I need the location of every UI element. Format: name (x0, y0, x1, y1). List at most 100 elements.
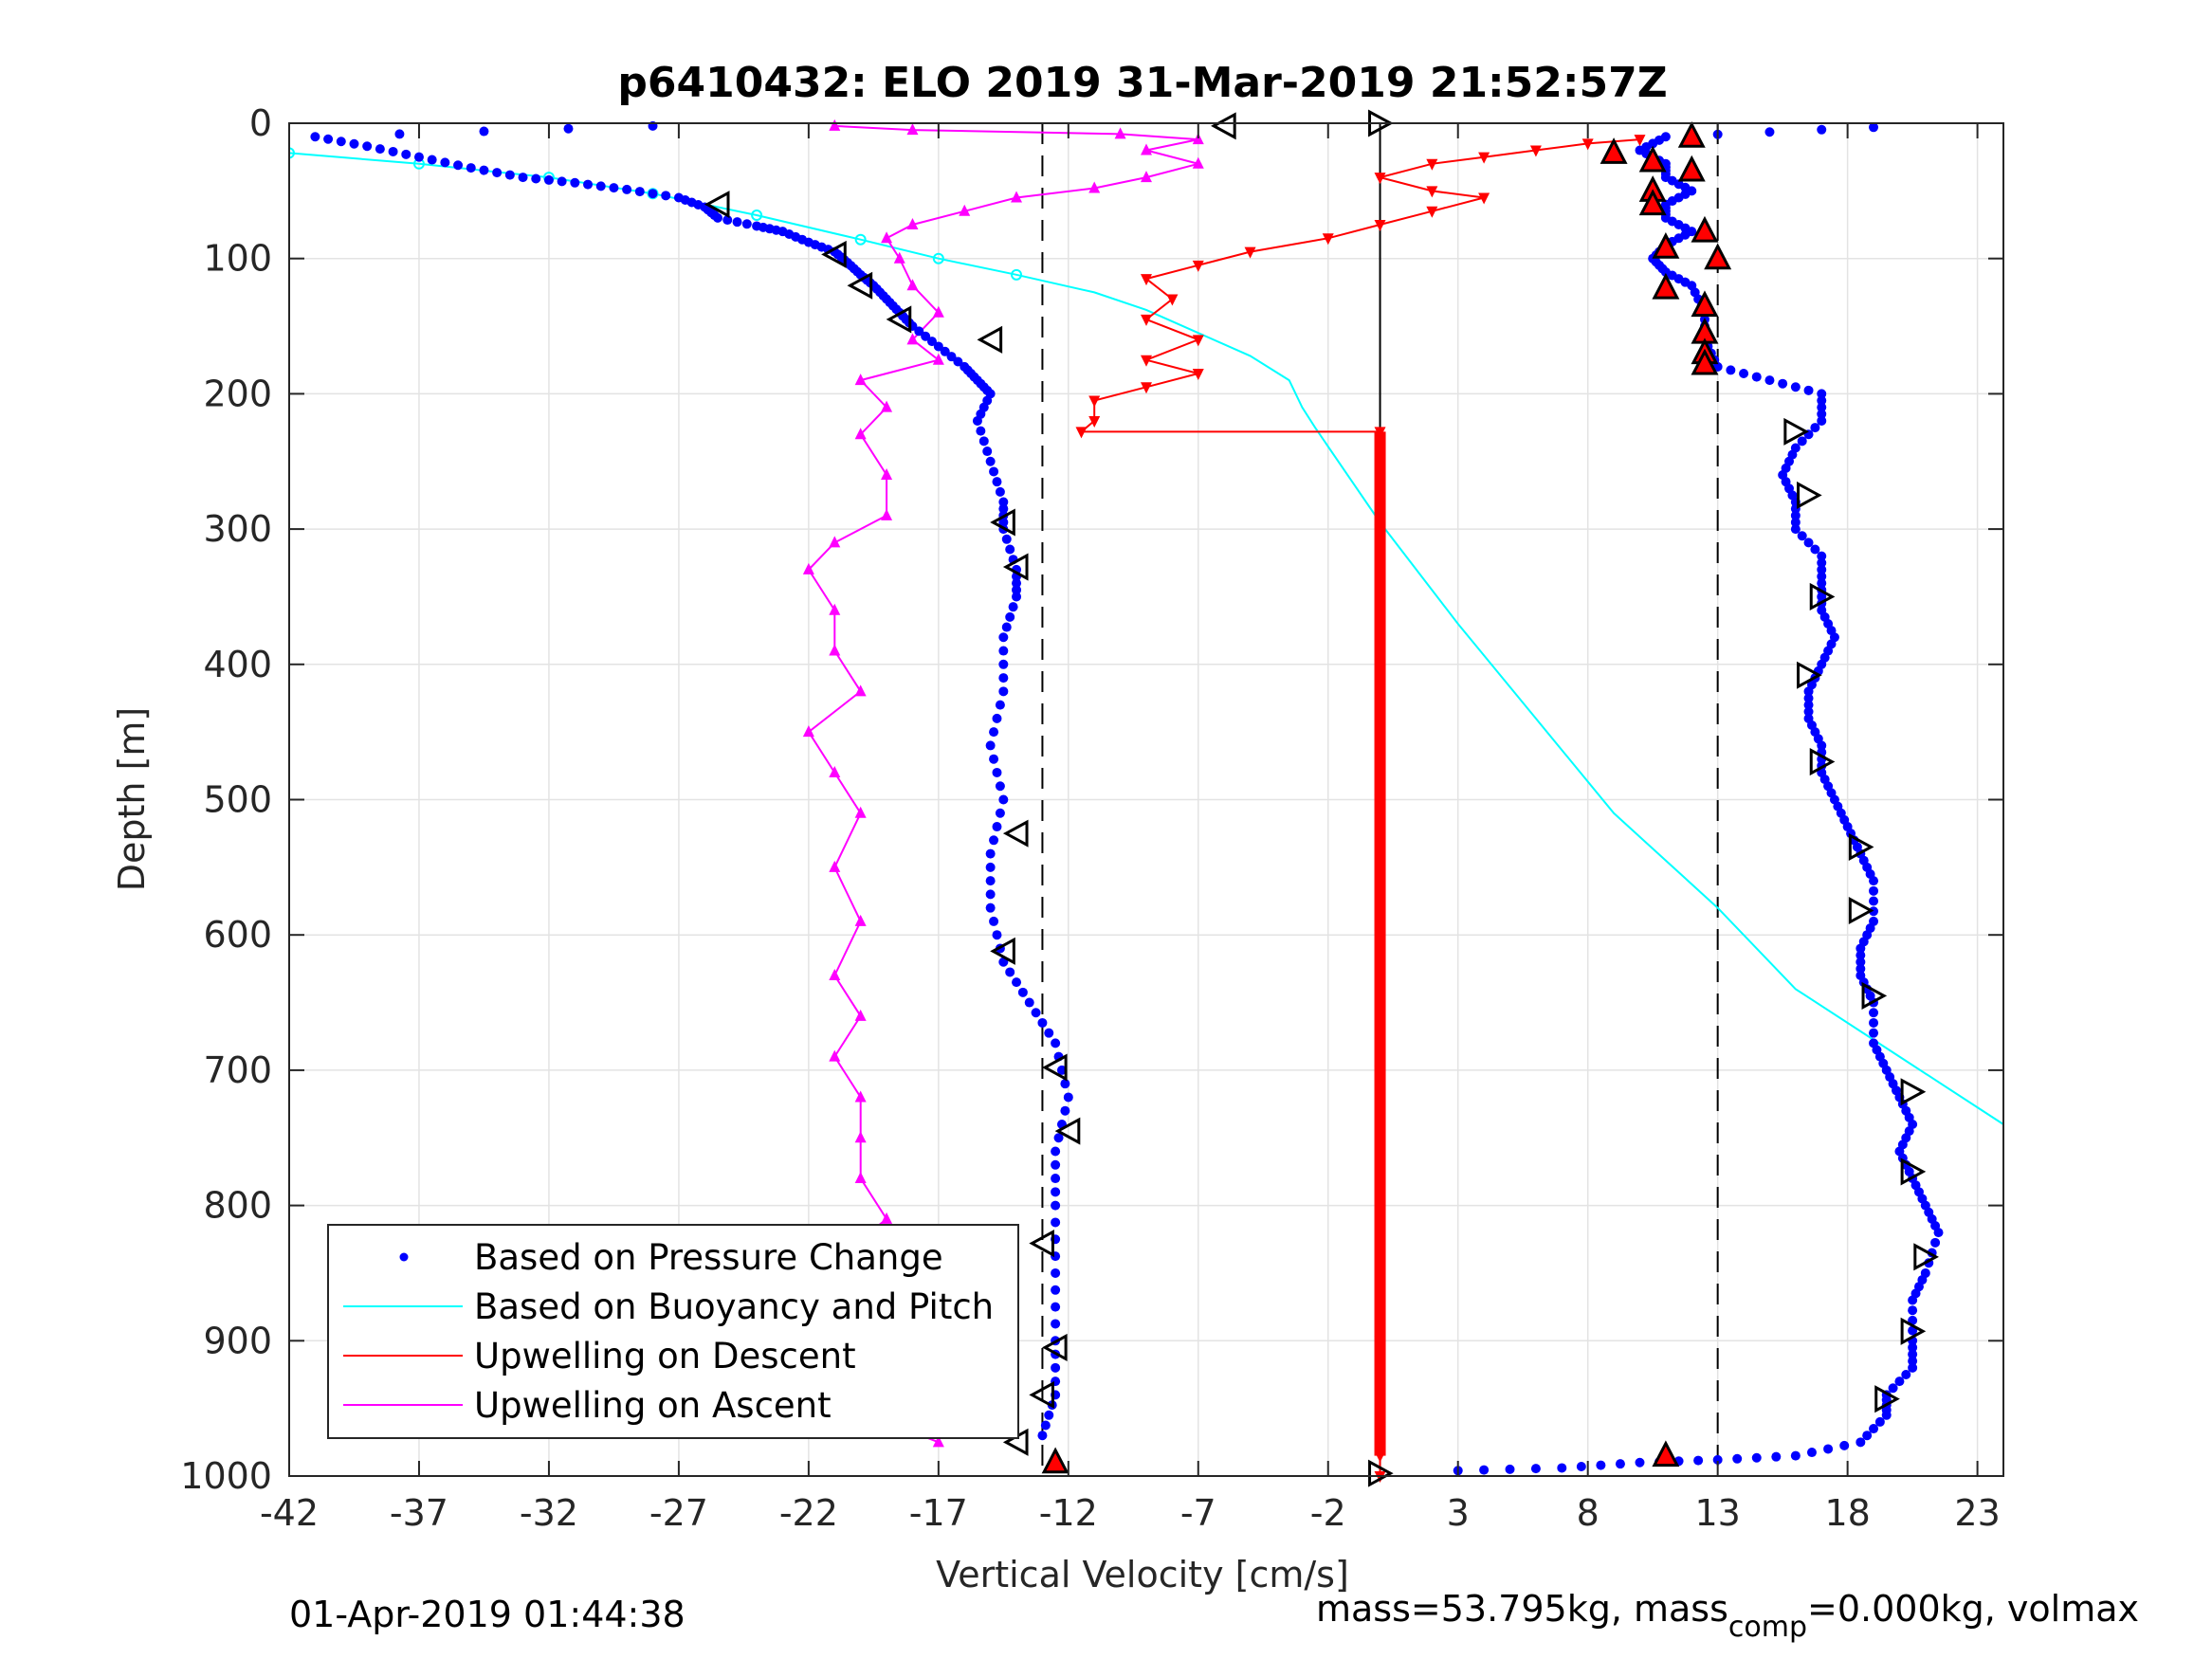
pressure-point (583, 179, 594, 190)
pressure-point (946, 352, 957, 362)
pressure-point (1051, 1038, 1061, 1048)
axis-ticks: -42 -37 -32 -27 -22 -17 -12 -7 -2 3 8 13 18 23 0 100 200… (180, 102, 2003, 1534)
upwelling-ascent-point (854, 1090, 867, 1103)
pressure-point (1874, 1416, 1885, 1427)
descent-marker (886, 305, 912, 334)
pressure-point (661, 191, 671, 201)
upwelling-ascent-point (854, 1009, 867, 1021)
pressure-point (336, 137, 346, 147)
pressure-point (998, 659, 1009, 669)
x-tick-label: -17 (909, 1492, 968, 1534)
pressure-point (989, 466, 999, 477)
descent-marker (990, 508, 1015, 537)
pressure-point (985, 876, 996, 886)
pressure-point (992, 713, 1002, 723)
pressure-point (1817, 564, 1827, 574)
descent-marker (704, 191, 730, 219)
pressure-point (1856, 957, 1866, 967)
pressure-point (492, 168, 503, 178)
up-marker (1652, 1440, 1680, 1468)
footer-mass-sub: comp (1728, 1611, 1807, 1644)
pressure-point (989, 835, 999, 846)
descent-marker (1029, 1380, 1054, 1409)
pressure-point (985, 902, 996, 913)
upwelling-ascent-point (893, 251, 905, 264)
pressure-point (1576, 1462, 1586, 1472)
pressure-point (323, 134, 334, 144)
up-marker (1691, 215, 1719, 243)
pressure-point (1005, 967, 1015, 977)
x-tick-label: 23 (1954, 1492, 2000, 1534)
pressure-point (1726, 365, 1736, 375)
y-tick-label: 1000 (180, 1455, 272, 1497)
pressure-point (1908, 1356, 1918, 1366)
upwelling-descent-point (1374, 173, 1386, 185)
pressure-point (634, 187, 645, 197)
pressure-point (1667, 216, 1677, 227)
ascent-marker (1368, 1459, 1394, 1487)
pressure-point (1005, 544, 1015, 555)
upwelling-ascent-point (854, 684, 867, 697)
pressure-point (427, 155, 437, 165)
pressure-point (504, 170, 515, 180)
pressure-point (1894, 1376, 1905, 1387)
pressure-point (1012, 578, 1022, 589)
upwelling-ascent-point (854, 1131, 867, 1143)
pressure-point (978, 436, 989, 447)
pressure-point (1012, 977, 1022, 988)
pressure-point (976, 409, 986, 419)
ascent-marker (1848, 896, 1874, 925)
pressure-point (595, 181, 606, 191)
pressure-point (1869, 1008, 1879, 1018)
pressure-point (927, 337, 937, 347)
pressure-point (998, 632, 1009, 643)
upwelling-descent-point (1141, 314, 1152, 326)
pressure-point (1001, 534, 1012, 544)
pressure-point (1012, 585, 1022, 595)
pressure-point (1810, 423, 1820, 433)
pressure-point (969, 372, 979, 382)
pressure-point (531, 173, 541, 184)
pressure-point (648, 189, 658, 199)
footer-mass-prefix: mass=53.795kg, mass (1316, 1588, 1728, 1630)
ascent-marker (1861, 981, 1888, 1010)
y-tick-label: 600 (203, 914, 272, 956)
pressure-point (1790, 382, 1801, 392)
pressure-point (1869, 906, 1879, 917)
pressure-point (709, 210, 720, 221)
pressure-point (1862, 1431, 1873, 1441)
ascent-marker (1900, 1158, 1927, 1186)
ascent-marker (1900, 1078, 1927, 1106)
pressure-point (1051, 1267, 1061, 1278)
y-tick-label: 100 (203, 238, 272, 280)
pressure-point (982, 385, 993, 395)
upwelling-ascent-point (906, 333, 919, 345)
pressure-point (1680, 229, 1691, 240)
descent-marker (1002, 553, 1029, 581)
pressure-point (1040, 1420, 1051, 1431)
descent-marker (821, 240, 847, 268)
pressure-point (622, 184, 632, 194)
pressure-point (1751, 372, 1762, 382)
upwelling-descent-point (1141, 274, 1152, 286)
buoyancy-point (1011, 268, 1023, 281)
pressure-point (1869, 885, 1879, 896)
upwelling-ascent-point (829, 1049, 841, 1062)
pressure-point (998, 646, 1009, 656)
upwelling-descent-point (1529, 145, 1542, 157)
up-marker (1704, 243, 1732, 270)
upwelling-ascent-point (1011, 191, 1023, 203)
pressure-point (1810, 544, 1820, 555)
pressure-point (1037, 1431, 1048, 1441)
pressure-point (1803, 706, 1814, 717)
pressure-point (1806, 1448, 1817, 1458)
pressure-point (1764, 375, 1775, 386)
pressure-point (998, 503, 1009, 514)
upwelling-ascent-point (829, 765, 841, 777)
upwelling-ascent-point (881, 508, 893, 520)
y-axis-label: Depth [m] (111, 707, 153, 892)
descent-marker (977, 325, 1003, 354)
upwelling-ascent-point (829, 603, 841, 615)
ascent-marker (1809, 582, 1836, 611)
pressure-point (1044, 1410, 1054, 1420)
